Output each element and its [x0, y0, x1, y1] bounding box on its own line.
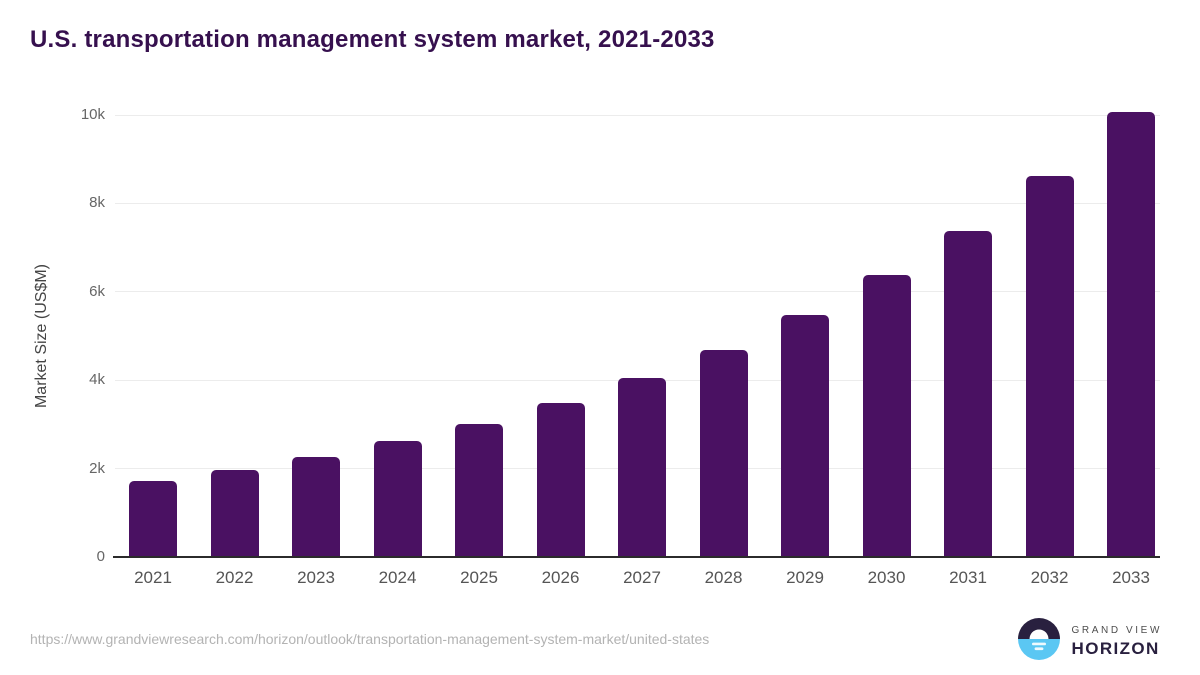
x-tick-label: 2026: [541, 568, 580, 587]
y-tick-label: 8k: [89, 194, 105, 212]
x-tick-label: 2027: [623, 568, 661, 587]
chart-title: U.S. transportation management system ma…: [30, 26, 715, 53]
y-tick-label: 6k: [89, 282, 105, 300]
x-tick-label: 2031: [949, 568, 987, 587]
gridline: [115, 114, 1160, 116]
bar: [210, 470, 259, 557]
y-tick-label: 4k: [89, 371, 105, 389]
bar: [944, 230, 992, 557]
x-tick-label: 2030: [867, 568, 906, 587]
bar: [455, 424, 503, 557]
bar: [373, 441, 422, 557]
gridline: [115, 202, 1160, 204]
bar: [1107, 111, 1155, 557]
x-tick-label: 2021: [134, 568, 172, 587]
brand-name-bottom: HORIZON: [1071, 638, 1160, 658]
brand-logo: GRAND VIEW HORIZON: [1017, 618, 1162, 665]
source-url: https://www.grandviewresearch.com/horizo…: [30, 631, 710, 647]
bar: [129, 480, 177, 557]
brand-text: GRAND VIEW HORIZON: [1072, 625, 1162, 659]
bar: [699, 349, 748, 557]
brand-name-top: GRAND VIEW: [1071, 624, 1162, 636]
y-tick-label: 2k: [89, 459, 105, 477]
bar: [292, 457, 340, 557]
y-tick-label: 0: [96, 548, 105, 565]
bar: [536, 403, 585, 557]
x-tick-label: 2022: [215, 568, 254, 587]
x-tick-label: 2023: [297, 568, 335, 587]
bar: [781, 314, 829, 557]
x-tick-label: 2032: [1030, 568, 1069, 587]
x-axis-line: [113, 556, 1160, 558]
bar: [862, 275, 911, 557]
x-tick-label: 2024: [378, 568, 417, 587]
x-tick-label: 2025: [460, 568, 498, 587]
bar: [1025, 175, 1074, 557]
sun-over-horizon-icon: [1017, 618, 1060, 665]
x-tick-label: 2028: [704, 568, 743, 587]
gridline: [115, 291, 1160, 293]
x-tick-label: 2033: [1112, 568, 1150, 587]
y-tick-label: 10k: [80, 106, 105, 123]
x-tick-label: 2029: [786, 568, 824, 587]
bar: [618, 378, 666, 557]
